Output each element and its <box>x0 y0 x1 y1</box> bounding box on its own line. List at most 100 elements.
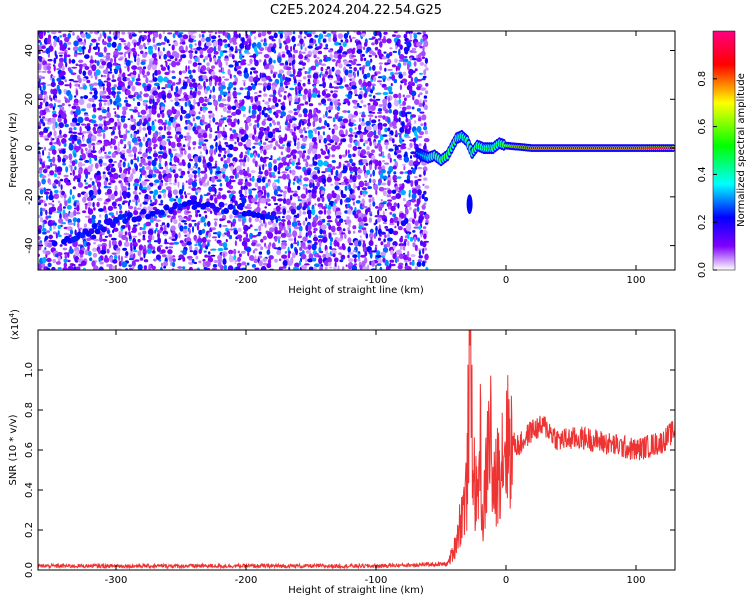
spectrogram-noise-cell <box>247 148 250 156</box>
spectrogram-noise-cell <box>356 49 363 54</box>
spectrogram-noise-cell <box>276 121 281 126</box>
spectrogram-noise-cell <box>257 105 262 112</box>
spectrogram-noise-cell <box>385 144 388 150</box>
spectrogram-noise-cell <box>367 114 374 118</box>
spectrogram-noise-cell <box>83 223 87 228</box>
spectrogram-noise-cell <box>282 173 287 180</box>
spectrogram-noise-cell <box>192 170 198 175</box>
spectrogram-noise-cell <box>404 208 409 215</box>
spectrogram-noise-cell <box>48 158 53 162</box>
spectrogram-noise-cell <box>123 241 130 247</box>
spectrogram-noise-cell <box>82 48 85 55</box>
spectrogram-noise-cell <box>96 201 100 208</box>
spectrogram-noise-cell <box>138 125 142 133</box>
spectrogram-noise-cell <box>320 66 324 72</box>
spectrogram-noise-cell <box>423 104 428 111</box>
spectrogram-noise-cell <box>42 168 48 174</box>
spectrogram-noise-cell <box>92 82 99 86</box>
spectrogram-noise-cell <box>381 255 385 258</box>
spectrogram-noise-cell <box>68 131 73 134</box>
spectrogram-noise-cell <box>399 245 403 251</box>
spectrogram-noise-cell <box>46 267 51 270</box>
spectrogram-noise-cell <box>118 260 122 267</box>
spectrogram-noise-cell <box>77 181 83 188</box>
spectrogram-noise-cell <box>39 210 43 217</box>
spectrogram-noise-cell <box>334 41 340 46</box>
spectrogram-noise-cell <box>368 198 372 203</box>
spectrogram-noise-cell <box>111 138 116 146</box>
spectrogram-noise-cell <box>390 83 393 87</box>
spectrogram-streak-cell <box>269 214 275 221</box>
colorbar-tick-label: 0.6 <box>697 119 708 135</box>
spectrogram-noise-cell <box>110 179 116 184</box>
spectrogram-noise-cell <box>207 241 210 247</box>
spectrogram-noise-cell <box>57 104 63 108</box>
spectrogram-noise-cell <box>365 125 372 131</box>
spectrogram-noise-cell <box>246 116 252 123</box>
spectrogram-noise-cell <box>336 221 341 227</box>
spectrogram-noise-cell <box>192 225 194 233</box>
spectrogram-noise-cell <box>364 180 368 183</box>
spectrogram-noise-cell <box>246 262 250 266</box>
spectrogram-noise-cell <box>222 242 228 248</box>
spectrogram-noise-cell <box>278 258 282 262</box>
spectrogram-noise-cell <box>147 31 153 35</box>
spectrogram-noise-cell <box>417 94 421 98</box>
spectrogram-noise-cell <box>86 196 92 202</box>
spectrogram-noise-cell <box>365 162 369 166</box>
spectrogram-noise-cell <box>121 149 126 154</box>
spectrogram-noise-cell <box>63 232 70 236</box>
spectrogram-x-tick-label: 0 <box>503 275 509 286</box>
spectrogram-noise-cell <box>334 113 339 120</box>
spectrogram-noise-cell <box>298 128 303 134</box>
spectrogram-noise-cell <box>410 90 417 97</box>
spectrogram-noise-cell <box>272 89 277 96</box>
spectrogram-noise-cell <box>275 130 282 133</box>
spectrogram-noise-cell <box>103 257 110 263</box>
spectrogram-noise-cell <box>369 178 372 184</box>
spectrogram-noise-cell <box>232 81 237 86</box>
spectrogram-noise-cell <box>138 97 143 102</box>
spectrogram-noise-cell <box>241 99 245 105</box>
spectrogram-noise-cell <box>154 119 157 122</box>
spectrogram-noise-cell <box>389 157 392 163</box>
spectrogram-noise-cell <box>151 136 157 144</box>
spectrogram-noise-cell <box>412 218 415 225</box>
spectrogram-noise-cell <box>302 66 306 70</box>
spectrogram-noise-cell <box>103 180 108 187</box>
spectrogram-noise-cell <box>143 93 149 98</box>
spectrogram-noise-cell <box>223 58 230 62</box>
spectrogram-noise-cell <box>187 124 192 131</box>
spectrogram-noise-cell <box>198 249 202 254</box>
spectrogram-noise-cell <box>290 158 296 164</box>
spectrogram-noise-cell <box>282 266 287 269</box>
spectrogram-noise-cell <box>146 42 150 46</box>
spectrogram-noise-cell <box>121 202 125 205</box>
spectrogram-noise-cell <box>140 157 146 164</box>
spectrogram-noise-cell <box>71 105 77 110</box>
spectrogram-noise-cell <box>147 105 152 110</box>
spectrogram-noise-cell <box>295 248 298 256</box>
spectrogram-noise-cell <box>125 251 129 257</box>
spectrogram-noise-cell <box>192 39 197 42</box>
colorbar-tick-label: 0.0 <box>697 262 708 278</box>
spectrogram-noise-cell <box>123 193 127 200</box>
spectrogram-noise-cell <box>113 254 118 260</box>
spectrogram-noise-cell <box>276 158 281 161</box>
spectrogram-noise-cell <box>185 180 188 183</box>
spectrogram-noise-cell <box>254 202 258 205</box>
spectrogram-noise-cell <box>417 161 421 165</box>
spectrogram-noise-cell <box>202 109 206 113</box>
spectrogram-noise-cell <box>84 192 89 198</box>
spectrogram-noise-cell <box>389 217 394 225</box>
spectrogram-noise-cell <box>145 221 152 227</box>
spectrogram-noise-cell <box>252 158 256 164</box>
spectrogram-noise-cell <box>346 86 353 91</box>
spectrogram-noise-cell <box>403 97 407 102</box>
spectrogram-noise-cell <box>212 40 218 48</box>
spectrogram-noise-cell <box>390 263 396 267</box>
spectrogram-streak-cell <box>177 203 184 210</box>
spectrogram-noise-cell <box>167 136 173 139</box>
spectrogram-noise-cell <box>395 65 398 72</box>
spectrogram-noise-cell <box>143 252 146 259</box>
